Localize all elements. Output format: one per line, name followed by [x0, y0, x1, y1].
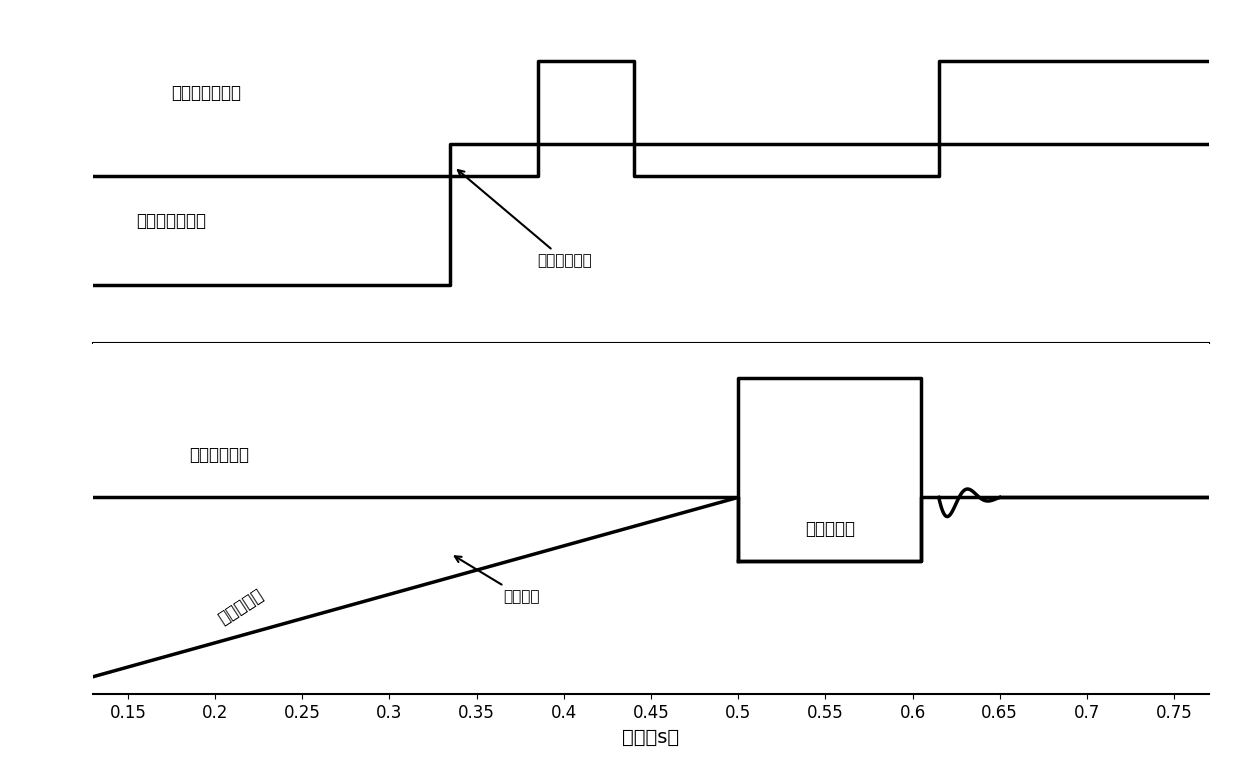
Text: 误差放大器输出: 误差放大器输出 [171, 84, 242, 102]
Text: 滞回比较器输出: 滞回比较器输出 [136, 212, 207, 230]
Text: 恒流充电区: 恒流充电区 [216, 585, 267, 627]
X-axis label: 时间（s）: 时间（s） [622, 728, 680, 747]
Text: 电容电压: 电容电压 [455, 556, 539, 604]
Text: 电压抑制区: 电压抑制区 [805, 520, 854, 538]
Text: 直流电源电压: 直流电源电压 [188, 446, 249, 464]
Text: 环路切换时刻: 环路切换时刻 [458, 170, 593, 268]
